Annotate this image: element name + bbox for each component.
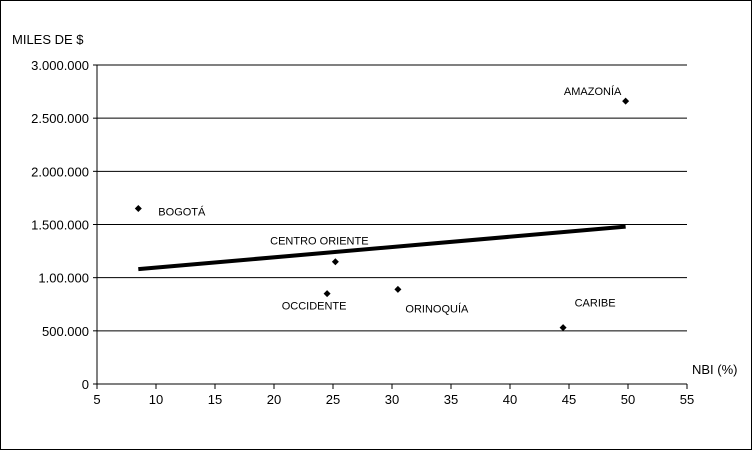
y-tick-label: 2.500.000 [31,111,89,126]
x-tick-label: 10 [149,392,163,407]
x-tick-label: 55 [680,392,694,407]
data-point-label: CENTRO ORIENTE [270,236,368,248]
data-point-marker [323,290,331,298]
y-tick-label: 0 [82,377,89,392]
plot-area: 0 500.000 1.00.000 1.500.000 2.000.000 2.500.… [31,58,694,407]
data-point-label: OCCIDENTE [282,301,347,313]
x-tick-label: 20 [267,392,281,407]
data-point-marker [331,258,339,266]
data-point-marker [559,324,567,332]
data-point-marker [134,205,142,213]
data-point-marker [394,285,402,293]
x-tick-label: 45 [562,392,576,407]
y-tick-label: 1.500.000 [31,218,89,233]
data-point-label: BOGOTÁ [158,206,206,219]
x-tick-label: 25 [326,392,340,407]
x-tick-label: 30 [385,392,399,407]
x-tick-label: 5 [93,392,100,407]
x-tick-label: 15 [208,392,222,407]
x-tick-label: 40 [503,392,517,407]
data-point-label: AMAZONÍA [564,85,622,98]
y-tick-label: 2.000.000 [31,164,89,179]
trendline [138,224,626,272]
x-axis-label: NBI (%) [692,362,738,377]
data-point-marker [622,97,630,105]
data-point-label: ORINOQUÍA [405,302,469,315]
y-axis-label: MILES DE $ [12,32,84,47]
y-tick-label: 500.000 [42,324,89,339]
y-tick-label: 3.000.000 [31,58,89,73]
x-tick-label: 35 [444,392,458,407]
data-point-label: CARIBE [575,298,616,310]
x-tick-label: 50 [621,392,635,407]
y-tick-label: 1.00.000 [38,271,89,286]
